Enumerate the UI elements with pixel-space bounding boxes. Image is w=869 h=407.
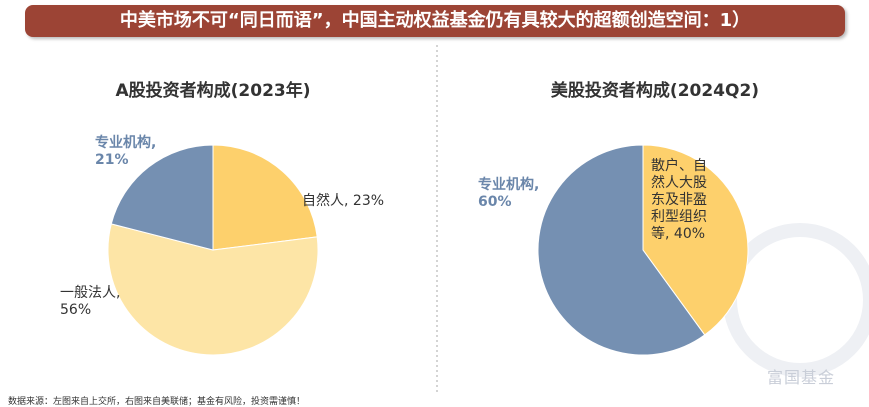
watermark-logo bbox=[723, 223, 869, 377]
category-label: 散户、自然人大股东及非盈利型组织等 bbox=[651, 158, 707, 242]
watermark: 富国基金 bbox=[767, 368, 836, 387]
pie-slice bbox=[642, 144, 749, 336]
value-label: 23% bbox=[352, 193, 385, 209]
slice-label: 一般法人56% bbox=[60, 285, 150, 319]
category-label: 一般法人 bbox=[60, 285, 150, 302]
source-note: 数据来源：左图来自上交所，右图来自美联储；基金有风险，投资需谨慎！ bbox=[8, 397, 306, 407]
banner-title: 中美市场不可“同日而语”，中国主动权益基金仍有具较大的超额创造空间：1） bbox=[25, 5, 845, 37]
chart-title: 美股投资者构成(2024Q2) bbox=[550, 81, 760, 101]
slice-label: 散户、自然人大股东及非盈利型组织等40% bbox=[651, 158, 709, 243]
chart-title: A股投资者构成(2023年) bbox=[115, 81, 311, 101]
category-label: 专业机构 bbox=[95, 135, 185, 152]
value-label: 40% bbox=[673, 226, 706, 242]
category-label: 自然人 bbox=[302, 193, 348, 209]
slice-label: 自然人23% bbox=[302, 193, 422, 210]
slice-label: 专业机构60% bbox=[478, 177, 568, 211]
pie-slice bbox=[110, 144, 214, 251]
value-label: 56% bbox=[60, 302, 92, 318]
category-label: 专业机构 bbox=[478, 177, 568, 194]
value-label: 60% bbox=[478, 194, 512, 210]
value-label: 21% bbox=[95, 152, 129, 168]
pie-slice bbox=[212, 144, 318, 251]
pie-slice bbox=[537, 144, 706, 356]
slice-label: 专业机构21% bbox=[95, 135, 185, 169]
pie-slice bbox=[107, 223, 319, 356]
